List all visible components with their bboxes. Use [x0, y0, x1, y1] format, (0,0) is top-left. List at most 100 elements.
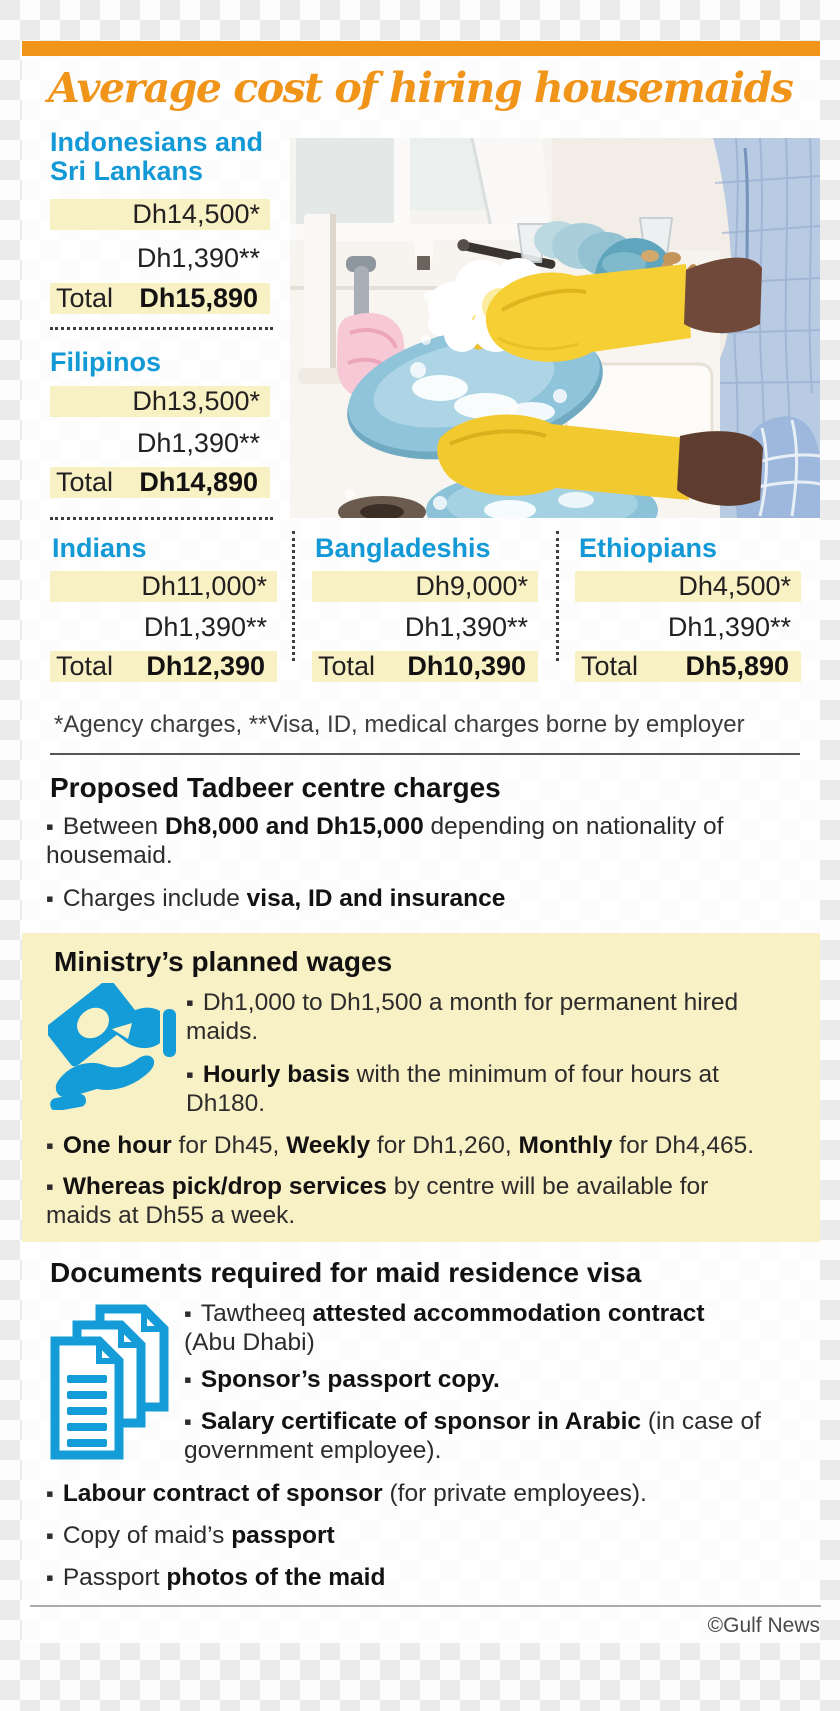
cost-row-agency: Dh13,500* [50, 386, 270, 417]
bullet-text: Labour contract of sponsor (for private … [62, 1480, 647, 1507]
rubber-glove-lower [437, 414, 689, 500]
accent-top-bar [22, 41, 820, 56]
money-in-hand-icon [48, 983, 178, 1110]
bullet-icon: ▪ [46, 1565, 54, 1590]
bullet-text: Whereas pick/drop services by centre wil… [46, 1173, 709, 1229]
cost-row-agency: Dh11,000* [50, 571, 277, 602]
bullet-icon: ▪ [186, 990, 194, 1015]
bullet-icon: ▪ [184, 1367, 192, 1392]
total-label: Total [56, 651, 114, 681]
cost-row-total: Total Dh10,390 [312, 651, 538, 682]
drain [338, 489, 447, 518]
total-label: Total [581, 651, 639, 681]
bullet-text: Passport photos of the maid [62, 1564, 386, 1591]
cost-value: Dh14,500* [132, 199, 260, 229]
window [290, 138, 552, 250]
cost-row-agency: Dh9,000* [312, 571, 538, 602]
dishwashing-photo [290, 138, 820, 518]
cost-row-agency: Dh14,500* [50, 199, 270, 230]
wages-bullet: ▪ Dh1,000 to Dh1,500 a month for permanen… [186, 988, 806, 1046]
cost-row-visa: Dh1,390** [50, 428, 270, 459]
cost-value: Dh1,390** [143, 612, 267, 642]
total-label: Total [56, 467, 114, 497]
group-name-ethiopians: Ethiopians [579, 533, 718, 563]
wages-heading: Ministry’s planned wages [54, 946, 393, 977]
dotted-separator-vertical [292, 531, 295, 661]
cost-row-total: Total Dh14,890 [50, 467, 270, 498]
bullet-text: Charges include visa, ID and insurance [62, 885, 506, 912]
documents-icon [50, 1303, 170, 1461]
soap-suds-on-plate [410, 362, 567, 422]
cost-row-total: Total Dh5,890 [575, 651, 801, 682]
credit-line: ©Gulf News [707, 1614, 820, 1637]
page-title: Average cost of hiring housemaids [48, 64, 794, 112]
tadbeer-heading: Proposed Tadbeer centre charges [50, 772, 501, 803]
documents-bullet: ▪ Tawtheeq attested accommodation contrac… [184, 1299, 804, 1357]
bullet-icon: ▪ [46, 1523, 54, 1548]
cost-value: Dh1,390** [136, 243, 260, 273]
cost-row-visa: Dh1,390** [50, 612, 277, 643]
bullet-icon: ▪ [46, 886, 54, 911]
cost-row-total: Total Dh15,890 [50, 283, 270, 314]
bullet-text: One hour for Dh45, Weekly for Dh1,260, M… [62, 1132, 755, 1159]
cost-value: Dh1,390** [136, 428, 260, 458]
bullet-text: Dh1,000 to Dh1,500 a month for permanent… [186, 989, 739, 1045]
bullet-icon: ▪ [46, 814, 54, 839]
documents-bullet: ▪ Sponsor’s passport copy. [184, 1365, 804, 1394]
footnote: *Agency charges, **Visa, ID, medical cha… [54, 711, 745, 738]
cost-value: Dh1,390** [404, 612, 528, 642]
group-name-filipinos: Filipinos [50, 347, 161, 377]
documents-heading: Documents required for maid residence vi… [50, 1257, 642, 1288]
tadbeer-bullet: ▪ Between Dh8,000 and Dh15,000 depending … [46, 812, 786, 870]
group-name-bangladeshis: Bangladeshis [315, 533, 491, 563]
bullet-text: Salary certificate of sponsor in Arabic … [184, 1408, 761, 1464]
bullet-text: Sponsor’s passport copy. [200, 1366, 500, 1393]
dotted-separator [50, 517, 273, 520]
divider-rule [50, 753, 800, 755]
total-value: Dh10,390 [407, 651, 526, 681]
cost-row-visa: Dh1,390** [50, 243, 270, 274]
wages-bullet: ▪ Whereas pick/drop services by centre wi… [46, 1172, 786, 1230]
cost-value: Dh9,000* [415, 571, 528, 601]
dishwashing-photo-art [290, 138, 820, 518]
bullet-text: Hourly basis with the minimum of four ho… [186, 1061, 719, 1117]
bullet-icon: ▪ [46, 1133, 54, 1158]
dotted-separator-vertical [556, 531, 559, 661]
footer-rule [30, 1605, 821, 1607]
bullet-icon: ▪ [184, 1301, 192, 1326]
cost-value: Dh11,000* [141, 571, 267, 601]
bullet-icon: ▪ [186, 1062, 194, 1087]
cost-value: Dh13,500* [132, 386, 260, 416]
cost-row-agency: Dh4,500* [575, 571, 801, 602]
total-value: Dh15,890 [139, 283, 258, 313]
cost-row-visa: Dh1,390** [575, 612, 801, 643]
documents-bullet: ▪ Salary certificate of sponsor in Arabic… [184, 1407, 814, 1465]
cost-value: Dh1,390** [667, 612, 791, 642]
documents-bullet: ▪ Passport photos of the maid [46, 1563, 786, 1592]
bullet-icon: ▪ [46, 1174, 54, 1199]
wages-panel [22, 933, 820, 1242]
group-name-indians: Indians [52, 533, 147, 563]
arm-lower [677, 431, 763, 506]
bullet-text: Copy of maid’s passport [62, 1522, 335, 1549]
bullet-text: Tawtheeq attested accommodation contract… [184, 1300, 705, 1356]
rubber-glove-upper [485, 264, 691, 362]
bullet-icon: ▪ [46, 1481, 54, 1506]
tadbeer-bullet: ▪ Charges include visa, ID and insurance [46, 884, 786, 913]
dotted-separator [50, 327, 273, 330]
wages-bullet: ▪ Hourly basis with the minimum of four h… [186, 1060, 806, 1118]
total-value: Dh5,890 [685, 651, 789, 681]
cost-row-total: Total Dh12,390 [50, 651, 277, 682]
total-label: Total [56, 283, 114, 313]
bullet-text: Between Dh8,000 and Dh15,000 depending o… [46, 813, 724, 869]
total-value: Dh14,890 [139, 467, 258, 497]
documents-bullet: ▪ Labour contract of sponsor (for private… [46, 1479, 786, 1508]
faucet [298, 214, 433, 384]
documents-bullet: ▪ Copy of maid’s passport [46, 1521, 786, 1550]
cost-row-visa: Dh1,390** [312, 612, 538, 643]
group-name-indonesians-srilankans: Indonesians and Sri Lankans [50, 127, 264, 186]
wages-bullet: ▪ One hour for Dh45, Weekly for Dh1,260, … [46, 1131, 806, 1160]
cost-value: Dh4,500* [678, 571, 791, 601]
total-value: Dh12,390 [146, 651, 265, 681]
